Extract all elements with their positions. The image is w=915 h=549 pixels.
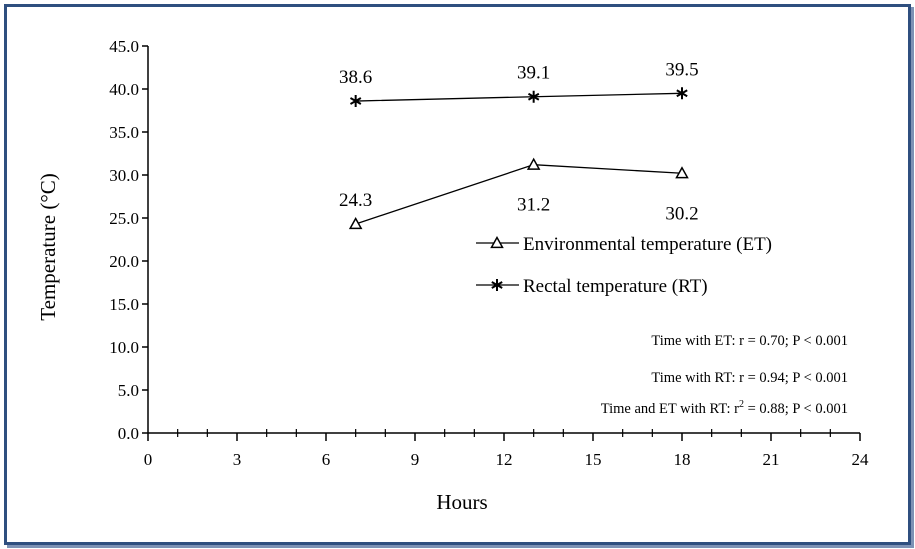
data-label-rt: 38.6 <box>339 67 372 88</box>
y-axis-title: Temperature (°C) <box>36 173 60 320</box>
annotation-et-rt-suffix: = 0.88; P < 0.001 <box>744 401 848 417</box>
x-tick-label: 15 <box>585 450 602 469</box>
y-tick-label: 45.0 <box>109 37 139 56</box>
x-tick-label: 9 <box>411 450 420 469</box>
data-point-et <box>348 216 363 230</box>
y-tick-label: 40.0 <box>109 80 139 99</box>
annotation-et-rt-prefix: Time and ET with RT: r <box>601 401 739 417</box>
annotation-et: Time with ET: r = 0.70; P < 0.001 <box>651 333 848 349</box>
legend-label-et: Environmental temperature (ET) <box>523 234 772 255</box>
y-tick-label: 25.0 <box>109 209 139 228</box>
data-label-rt: 39.5 <box>665 59 698 80</box>
annotation-rt: Time with RT: r = 0.94; P < 0.001 <box>651 370 848 386</box>
annotation-et-rt-sup: 2 <box>739 399 744 410</box>
legend: Environmental temperature (ET) Rectal tem… <box>476 234 772 297</box>
y-tick-label: 10.0 <box>109 338 139 357</box>
data-label-et: 31.2 <box>517 195 550 216</box>
data-label-et: 24.3 <box>339 190 372 211</box>
y-tick-label: 35.0 <box>109 123 139 142</box>
figure-frame <box>4 4 911 545</box>
data-label-rt: 39.1 <box>517 63 550 84</box>
y-tick-label: 0.0 <box>118 424 139 443</box>
data-point-rt <box>527 90 540 103</box>
x-tick-label: 21 <box>763 450 780 469</box>
x-tick-label: 12 <box>496 450 513 469</box>
legend-marker-et <box>490 235 504 249</box>
x-tick-label: 18 <box>674 450 691 469</box>
legend-label-rt: Rectal temperature (RT) <box>523 276 708 297</box>
annotation-et-rt: Time and ET with RT: r2 = 0.88; P < 0.00… <box>601 399 848 417</box>
axes: 0.0 5.0 10.0 15.0 20.0 25.0 30.0 35.0 40.0 45.0 0 3… <box>109 37 869 469</box>
x-axis-title: Hours <box>436 490 487 514</box>
data-point-et <box>675 166 689 179</box>
data-point-et <box>526 157 541 170</box>
y-tick-label: 5.0 <box>118 381 139 400</box>
series-layer: 24.3 31.2 30.2 38.6 39.1 39.5 <box>339 59 699 230</box>
x-tick-label: 6 <box>322 450 331 469</box>
x-tick-label: 0 <box>144 450 153 469</box>
data-point-rt <box>349 95 362 108</box>
legend-marker-rt <box>491 279 503 291</box>
y-tick-label: 20.0 <box>109 252 139 271</box>
y-tick-label: 15.0 <box>109 295 139 314</box>
y-tick-label: 30.0 <box>109 166 139 185</box>
data-label-et: 30.2 <box>665 203 698 224</box>
data-point-rt <box>676 87 688 100</box>
x-tick-label: 3 <box>233 450 242 469</box>
x-tick-label: 24 <box>852 450 870 469</box>
series-line-rt <box>355 92 683 102</box>
